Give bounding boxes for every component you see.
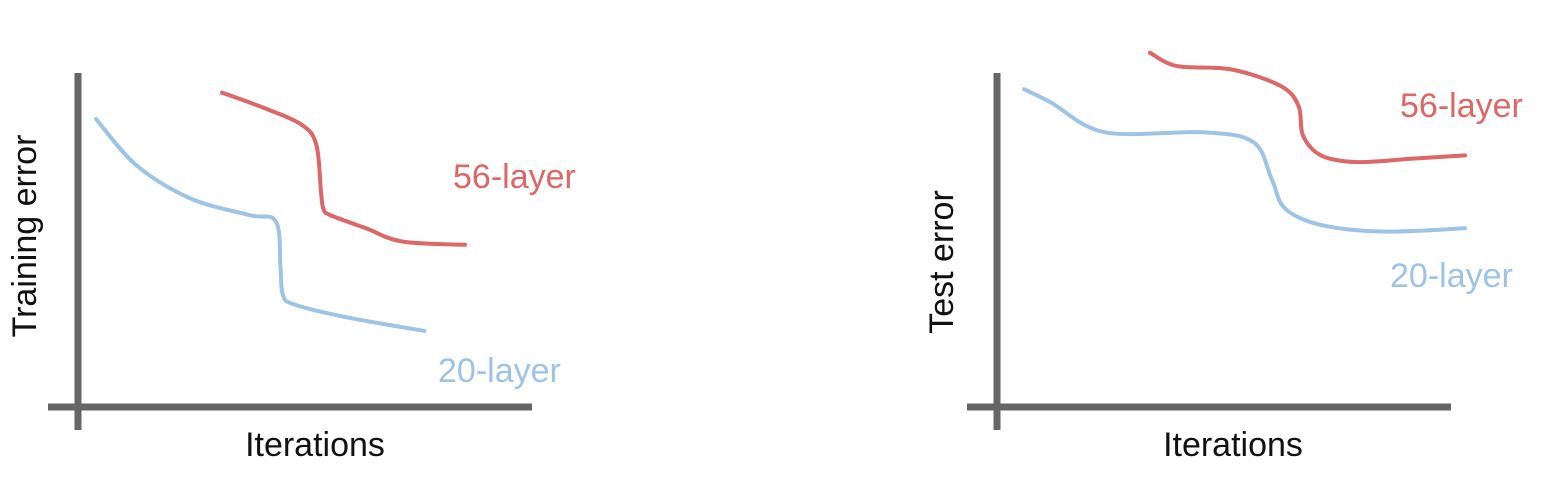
series-label-56-layer: 56-layer — [453, 158, 576, 196]
x-axis-label: Iterations — [245, 426, 385, 464]
x-axis-label: Iterations — [1163, 426, 1303, 464]
series-label-20-layer: 20-layer — [1390, 257, 1513, 295]
series-curves — [94, 90, 467, 333]
y-axis-label: Training error — [6, 135, 44, 338]
series-line-20-layer — [1022, 87, 1467, 234]
y-axis-label: Test error — [923, 190, 961, 334]
training-error-chart: Training error Iterations 56-layer 20-la… — [6, 73, 576, 464]
series-line-56-layer — [1148, 50, 1467, 165]
series-curves — [1022, 50, 1467, 234]
series-line-56-layer — [220, 90, 467, 247]
series-line-20-layer — [94, 117, 427, 333]
series-label-20-layer: 20-layer — [438, 352, 561, 390]
test-error-chart: Test error Iterations 56-layer 20-layer — [923, 50, 1523, 464]
series-label-56-layer: 56-layer — [1400, 87, 1523, 125]
